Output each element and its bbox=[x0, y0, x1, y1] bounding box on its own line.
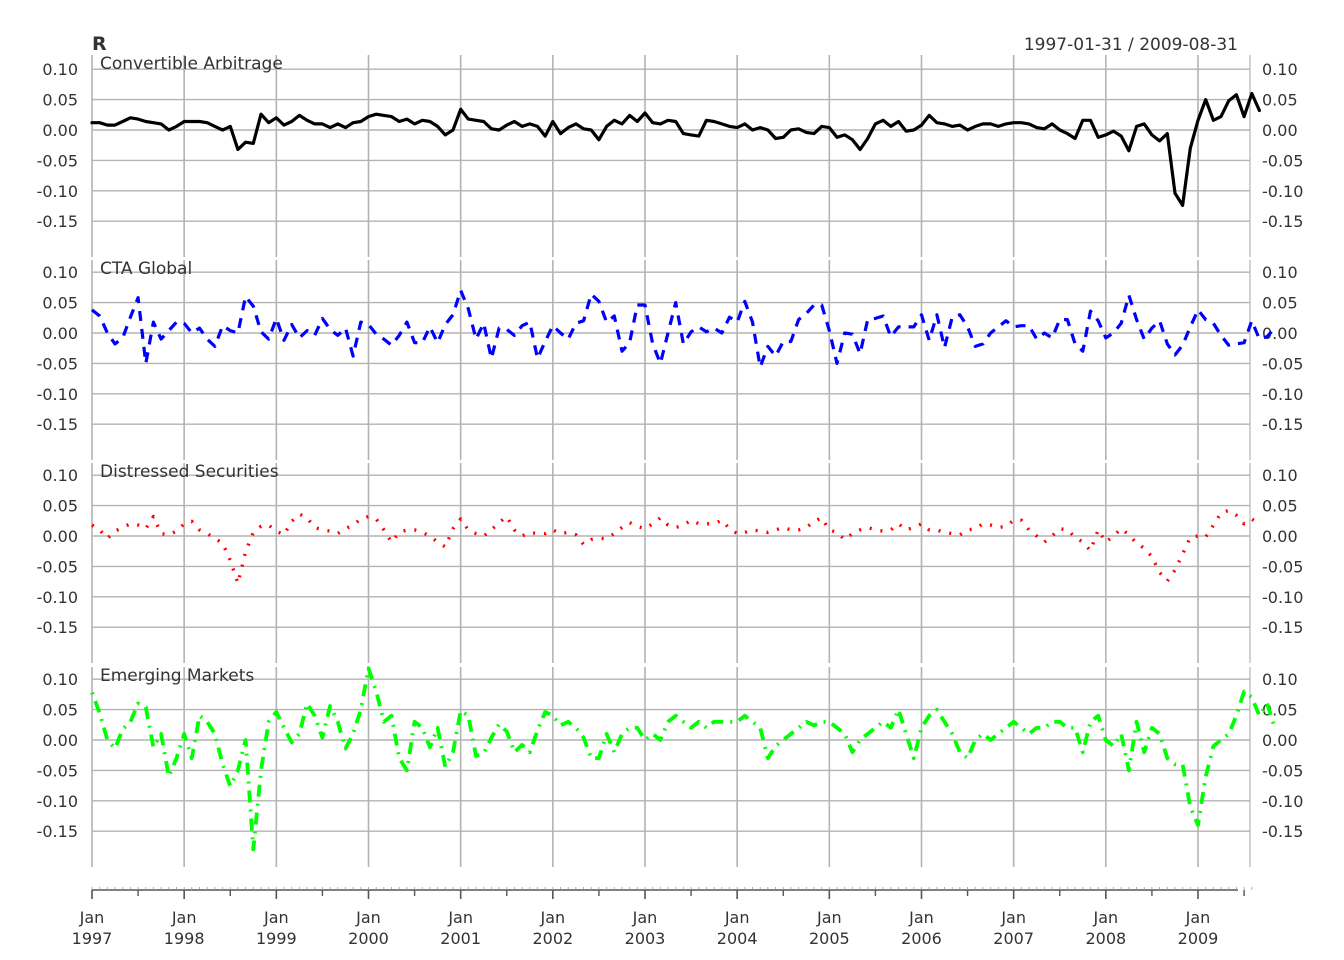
x-axis: Jan 1997 Jan 1998 Jan 1999 Jan 2000 Jan 2001 Jan 20… bbox=[72, 887, 1253, 948]
x-tick-year: 2001 bbox=[440, 929, 481, 948]
y-tick-label-left: 0.10 bbox=[42, 60, 78, 79]
y-tick-label-right: 0.00 bbox=[1262, 731, 1298, 750]
y-tick-label-left: -0.15 bbox=[37, 618, 78, 637]
y-tick-label-right: -0.10 bbox=[1262, 182, 1303, 201]
x-tick-year: 1997 bbox=[72, 929, 113, 948]
y-tick-label-right: 0.00 bbox=[1262, 324, 1298, 343]
date-range-label: 1997-01-31 / 2009-08-31 bbox=[1024, 35, 1238, 55]
y-tick-label-left: 0.10 bbox=[42, 263, 78, 282]
y-tick-label-right: 0.10 bbox=[1262, 263, 1298, 282]
x-tick-year: 2005 bbox=[809, 929, 850, 948]
y-tick-label-left: 0.05 bbox=[42, 91, 78, 110]
y-tick-label-left: -0.05 bbox=[37, 761, 78, 780]
y-tick-label-right: -0.10 bbox=[1262, 588, 1303, 607]
x-tick-month: Jan bbox=[171, 908, 197, 927]
series-line-cta-global bbox=[91, 288, 1276, 369]
panel-label: Distressed Securities bbox=[100, 462, 279, 482]
panel-convertible-arbitrage: 0.10 0.10 0.05 0.05 0.00 0.00 -0.05 -0.05 -0.10 -… bbox=[37, 54, 1303, 257]
x-tick-year: 1999 bbox=[256, 929, 297, 948]
y-tick-label-left: 0.00 bbox=[42, 527, 78, 546]
series-line-convertible-arbitrage bbox=[90, 91, 1262, 207]
y-tick-label-right: -0.05 bbox=[1262, 557, 1303, 576]
y-tick-label-left: 0.05 bbox=[42, 294, 78, 313]
x-tick-month: Jan bbox=[816, 908, 842, 927]
y-tick-label-left: 0.10 bbox=[42, 466, 78, 485]
y-tick-label-right: -0.05 bbox=[1262, 354, 1303, 373]
x-tick-month: Jan bbox=[539, 908, 565, 927]
y-tick-label-right: 0.00 bbox=[1262, 121, 1298, 140]
series-line-distressed-securities bbox=[91, 508, 1261, 586]
chart-title: R bbox=[92, 33, 107, 55]
x-tick-month: Jan bbox=[79, 908, 105, 927]
panel-label: Convertible Arbitrage bbox=[100, 54, 283, 74]
y-tick-label-right: -0.10 bbox=[1262, 792, 1303, 811]
y-tick-label-left: -0.10 bbox=[37, 385, 78, 404]
y-tick-label-left: 0.00 bbox=[42, 324, 78, 343]
y-tick-label-right: -0.15 bbox=[1262, 822, 1303, 841]
panel-cta-global: 0.10 0.10 0.05 0.05 0.00 0.00 -0.05 -0.05 -0.10 -… bbox=[37, 259, 1303, 460]
y-tick-label-right: 0.10 bbox=[1262, 60, 1298, 79]
y-tick-label-right: -0.10 bbox=[1262, 385, 1303, 404]
y-tick-label-left: 0.05 bbox=[42, 701, 78, 720]
x-tick-year: 2003 bbox=[625, 929, 666, 948]
y-tick-label-right: 0.05 bbox=[1262, 497, 1298, 516]
x-tick-year: 2000 bbox=[348, 929, 389, 948]
x-tick-month: Jan bbox=[355, 908, 381, 927]
series-line-emerging-markets bbox=[90, 666, 1277, 852]
y-tick-label-left: -0.05 bbox=[37, 151, 78, 170]
y-tick-label-right: -0.05 bbox=[1262, 151, 1303, 170]
y-tick-label-right: 0.00 bbox=[1262, 527, 1298, 546]
y-tick-label-right: -0.15 bbox=[1262, 212, 1303, 231]
panel-label: Emerging Markets bbox=[100, 666, 254, 686]
y-tick-label-right: 0.10 bbox=[1262, 670, 1298, 689]
y-tick-label-left: -0.05 bbox=[37, 354, 78, 373]
x-tick-month: Jan bbox=[724, 908, 750, 927]
y-tick-label-right: -0.15 bbox=[1262, 618, 1303, 637]
x-tick-year: 2002 bbox=[532, 929, 573, 948]
y-tick-label-left: 0.10 bbox=[42, 670, 78, 689]
y-tick-label-left: 0.05 bbox=[42, 497, 78, 516]
x-tick-year: 2009 bbox=[1178, 929, 1219, 948]
y-tick-label-right: 0.05 bbox=[1262, 294, 1298, 313]
panel-label: CTA Global bbox=[100, 259, 192, 279]
x-tick-month: Jan bbox=[263, 908, 289, 927]
x-tick-month: Jan bbox=[1092, 908, 1118, 927]
x-tick-year: 2007 bbox=[993, 929, 1034, 948]
panel-distressed-securities: 0.10 0.10 0.05 0.05 0.00 0.00 -0.05 -0.05 -0.10 -… bbox=[37, 462, 1303, 663]
y-tick-label-right: -0.05 bbox=[1262, 761, 1303, 780]
x-tick-year: 2008 bbox=[1085, 929, 1126, 948]
x-tick-year: 2006 bbox=[901, 929, 942, 948]
x-tick-month: Jan bbox=[632, 908, 658, 927]
x-tick-month: Jan bbox=[1000, 908, 1026, 927]
y-tick-label-left: -0.10 bbox=[37, 588, 78, 607]
panels-group: 0.10 0.10 0.05 0.05 0.00 0.00 -0.05 -0.05 -0.10 -… bbox=[37, 54, 1303, 867]
y-tick-label-left: 0.00 bbox=[42, 121, 78, 140]
y-tick-label-left: 0.00 bbox=[42, 731, 78, 750]
x-tick-year: 1998 bbox=[164, 929, 205, 948]
panel-emerging-markets: 0.10 0.100.05 0.050.00 0.00-0.05 -0.05-0.10-… bbox=[37, 666, 1303, 867]
y-tick-label-left: -0.10 bbox=[37, 182, 78, 201]
y-tick-label-left: -0.15 bbox=[37, 212, 78, 231]
y-tick-label-left: -0.10 bbox=[37, 792, 78, 811]
y-tick-label-right: 0.05 bbox=[1262, 91, 1298, 110]
y-tick-label-left: -0.15 bbox=[37, 822, 78, 841]
y-tick-label-right: 0.10 bbox=[1262, 466, 1298, 485]
x-tick-month: Jan bbox=[1185, 908, 1211, 927]
y-tick-label-left: -0.05 bbox=[37, 557, 78, 576]
x-tick-month: Jan bbox=[447, 908, 473, 927]
y-tick-label-right: -0.15 bbox=[1262, 415, 1303, 434]
x-tick-year: 2004 bbox=[717, 929, 758, 948]
y-tick-label-left: -0.15 bbox=[37, 415, 78, 434]
x-tick-month: Jan bbox=[908, 908, 934, 927]
